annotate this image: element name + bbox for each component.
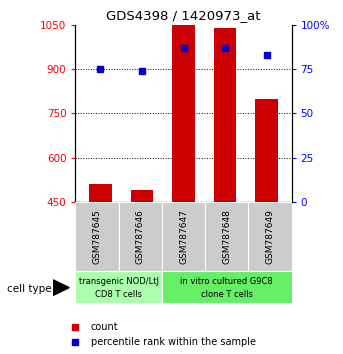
Text: cell type: cell type xyxy=(7,284,51,293)
Title: GDS4398 / 1420973_at: GDS4398 / 1420973_at xyxy=(106,9,261,22)
Text: count: count xyxy=(91,322,119,332)
Text: percentile rank within the sample: percentile rank within the sample xyxy=(91,337,256,347)
Text: GSM787645: GSM787645 xyxy=(93,209,102,264)
Text: GSM787648: GSM787648 xyxy=(222,209,231,264)
Bar xyxy=(172,25,195,202)
Bar xyxy=(214,28,236,202)
Text: in vitro cultured G9C8: in vitro cultured G9C8 xyxy=(180,278,273,286)
Bar xyxy=(89,184,112,202)
Text: clone T cells: clone T cells xyxy=(201,290,253,299)
Bar xyxy=(75,202,119,271)
Text: CD8 T cells: CD8 T cells xyxy=(95,290,142,299)
Bar xyxy=(119,202,162,271)
Bar xyxy=(131,190,153,202)
Bar xyxy=(75,271,162,303)
Bar xyxy=(162,271,292,303)
Bar xyxy=(248,202,292,271)
Polygon shape xyxy=(53,280,69,295)
Bar xyxy=(162,202,205,271)
Text: GSM787647: GSM787647 xyxy=(179,209,188,264)
Bar xyxy=(255,98,278,202)
Bar xyxy=(205,202,248,271)
Text: GSM787646: GSM787646 xyxy=(136,209,145,264)
Text: transgenic NOD/LtJ: transgenic NOD/LtJ xyxy=(79,278,159,286)
Text: GSM787649: GSM787649 xyxy=(265,209,274,264)
